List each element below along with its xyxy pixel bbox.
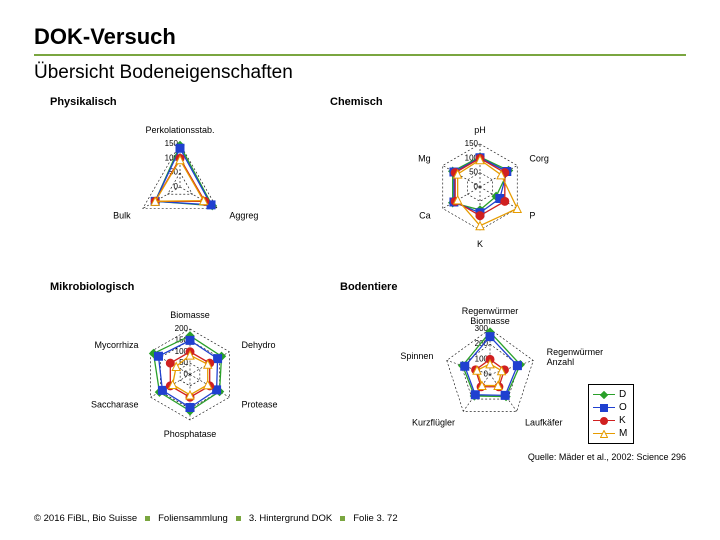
svg-text:0: 0 — [484, 370, 489, 379]
axis-label: Corg — [529, 154, 549, 164]
radar-chart-phys: Physikalisch Perkolationsstab. Aggreg Bulk 0… — [50, 94, 310, 264]
chart-group-label: Bodentiere — [340, 281, 397, 293]
svg-text:0: 0 — [474, 182, 479, 191]
axis-label: Kurzflügler — [412, 418, 455, 428]
source-citation: Quelle: Mäder et al., 2002: Science 296 — [528, 452, 686, 463]
axis-label: Aggreg — [229, 211, 258, 221]
legend-item-O: O — [593, 401, 627, 414]
radar-chart-micro: Mikrobiologisch Biomasse Dehydro Protease Ph… — [50, 279, 330, 454]
footer-crumb-3: Folie 3. 72 — [353, 513, 397, 524]
svg-text:0: 0 — [184, 370, 189, 379]
axis-label: Mg — [418, 154, 431, 164]
bullet-icon — [236, 516, 241, 521]
axis-label: Mycorrhiza — [94, 340, 138, 350]
footer-crumb-1: Foliensammlung — [158, 513, 228, 524]
axis-label: RegenwürmerAnzahl — [547, 347, 604, 367]
axis-label: Protease — [242, 399, 278, 409]
legend-label: D — [619, 388, 626, 401]
legend-label: O — [619, 401, 627, 414]
chart-group-label: Mikrobiologisch — [50, 281, 134, 293]
chart-group-label: Chemisch — [330, 96, 383, 108]
title-rule — [34, 54, 686, 56]
axis-label: Ca — [419, 211, 431, 221]
axis-label: Saccharase — [91, 399, 139, 409]
axis-label: K — [477, 239, 483, 249]
bullet-icon — [145, 516, 150, 521]
axis-label: P — [529, 211, 535, 221]
axis-label: Spinnen — [400, 351, 433, 361]
axis-label: Perkolationsstab. — [145, 125, 214, 135]
axis-label: pH — [474, 125, 486, 135]
legend-label: M — [619, 427, 627, 440]
charts-container: Physikalisch Perkolationsstab. Aggreg Bulk 0… — [30, 94, 670, 454]
footer-bar: © 2016 FiBL, Bio Suisse Foliensammlung 3… — [34, 513, 398, 524]
series-M — [155, 160, 203, 202]
chart-group-label: Physikalisch — [50, 96, 117, 108]
svg-text:0: 0 — [174, 182, 179, 191]
bullet-icon — [340, 516, 345, 521]
axis-label: Biomasse — [170, 310, 210, 320]
radar-svg: pHCorgPKCaMg050100150 — [330, 94, 630, 264]
page-title: DOK-Versuch — [34, 24, 686, 50]
axis-label: Bulk — [113, 211, 131, 221]
axis-label: Laufkäfer — [525, 418, 563, 428]
legend-item-K: K — [593, 414, 627, 427]
axis-label: Dehydro — [242, 340, 276, 350]
radar-svg: Biomasse Dehydro Protease Phosphatase Saccha… — [50, 279, 330, 454]
axis-label: RegenwürmerBiomasse — [462, 306, 519, 326]
radar-svg: Perkolationsstab.AggregBulk050100150 — [50, 94, 310, 264]
legend-item-D: D — [593, 388, 627, 401]
axis-label: Phosphatase — [164, 429, 217, 439]
legend: DOKM — [588, 384, 634, 444]
radar-chart-chem: ChemischpHCorgPKCaMg050100150 — [330, 94, 630, 264]
legend-item-M: M — [593, 427, 627, 440]
legend-label: K — [619, 414, 626, 427]
svg-text:150: 150 — [465, 139, 479, 148]
footer-copyright: © 2016 FiBL, Bio Suisse — [34, 513, 137, 524]
svg-text:200: 200 — [175, 324, 189, 333]
svg-text:50: 50 — [469, 168, 478, 177]
footer-crumb-2: 3. Hintergrund DOK — [249, 513, 332, 524]
page-subtitle: Übersicht Bodeneigenschaften — [34, 62, 686, 84]
